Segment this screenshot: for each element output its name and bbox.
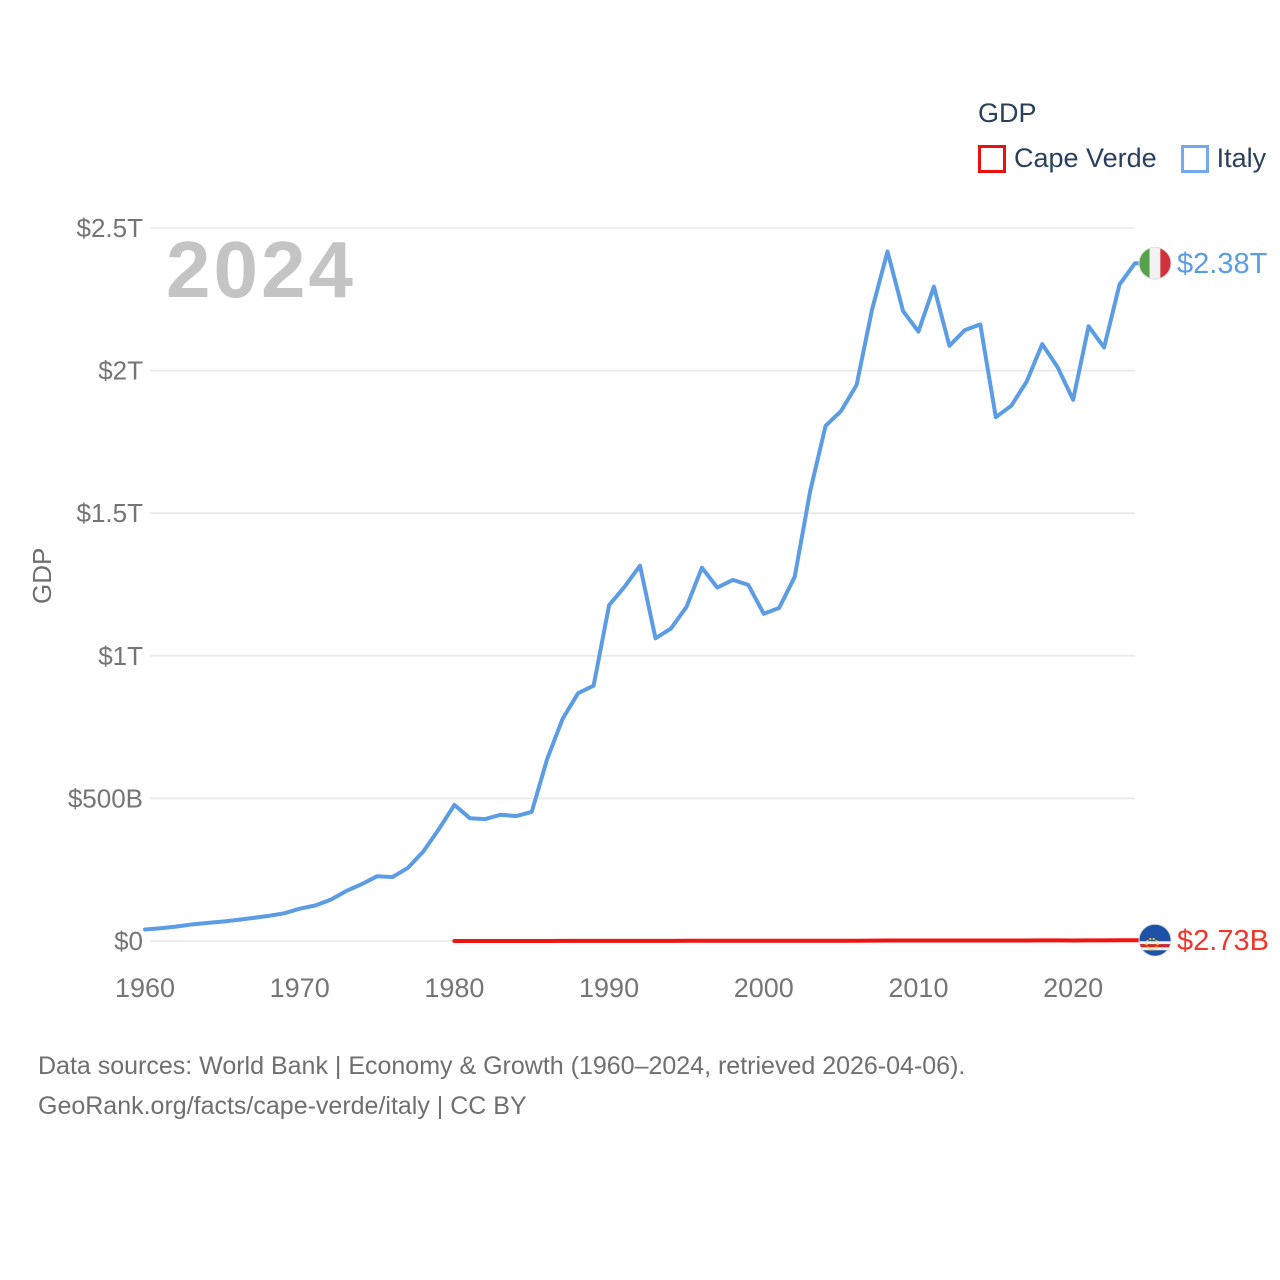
italy-swatch-icon — [1180, 144, 1209, 173]
italy-value-label: $2.38T — [1177, 248, 1268, 280]
x-tick-label-3: 1990 — [579, 973, 639, 1003]
x-tick-label-1: 1970 — [270, 973, 330, 1003]
y-tick-label-5: $2.5T — [77, 213, 144, 243]
italy-line[interactable] — [143, 249, 1144, 932]
footer-attribution: GeoRank.org/facts/cape-verde/italy | CC … — [38, 1092, 527, 1120]
legend-item-cape-verde[interactable]: Cape Verde — [978, 143, 1157, 174]
year-watermark: 2024 — [166, 225, 356, 314]
legend-item-label: Cape Verde — [1014, 143, 1157, 173]
x-tick-label-5: 2010 — [888, 973, 948, 1003]
x-tick-label-6: 2020 — [1043, 973, 1103, 1003]
y-tick-label-3: $1.5T — [77, 498, 144, 528]
x-tick-label-0: 1960 — [115, 973, 175, 1003]
legend: GDP Cape Verde Italy — [978, 98, 1266, 174]
legend-item-label: Italy — [1216, 143, 1267, 173]
footer: Data sources: World Bank | Economy & Gro… — [38, 1046, 965, 1126]
cape-verde-value-label: $2.73B — [1177, 925, 1269, 957]
cape-verde-flag-ring — [1138, 923, 1172, 957]
legend-title: GDP — [978, 98, 1037, 128]
y-tick-label-0: $0 — [114, 926, 143, 956]
italy-flag-ring — [1138, 246, 1172, 280]
legend-items: Cape Verde Italy — [978, 143, 1266, 174]
x-tick-label-4: 2000 — [734, 973, 794, 1003]
y-tick-label-4: $2T — [98, 356, 143, 386]
y-tick-label-1: $500B — [68, 783, 143, 813]
legend-item-italy[interactable]: Italy — [1180, 143, 1267, 174]
x-tick-label-2: 1980 — [424, 973, 484, 1003]
footer-data-sources: Data sources: World Bank | Economy & Gro… — [38, 1052, 966, 1080]
italy-flag-icon — [1139, 247, 1171, 280]
cape-verde-line[interactable] — [452, 938, 1144, 943]
y-tick-label-2: $1T — [98, 641, 143, 671]
cape-verde-flag-icon — [1139, 924, 1171, 957]
cape-verde-swatch-icon — [978, 144, 1006, 173]
